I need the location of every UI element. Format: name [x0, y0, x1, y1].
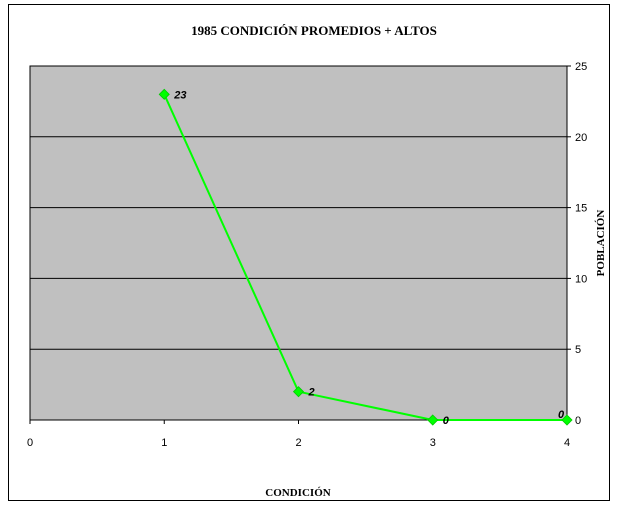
series-line-group	[163, 93, 567, 421]
x-tick-label: 4	[564, 437, 570, 449]
y-tick-label: 5	[575, 344, 581, 356]
data-label: 0	[558, 409, 565, 421]
y-axis-ticks: 0 5 10 15 20 25	[567, 61, 587, 427]
y-tick-label: 20	[575, 132, 587, 144]
data-label: 23	[173, 89, 186, 101]
x-tick-label: 2	[295, 437, 301, 449]
data-marker	[292, 386, 305, 398]
data-label: 2	[308, 387, 315, 399]
series-line	[163, 93, 567, 421]
x-axis-ticks: 0 1 2 3 4	[27, 420, 570, 449]
y-tick-label: 10	[575, 273, 587, 285]
data-labels-group: 23 2 0 0	[173, 89, 565, 427]
data-label: 0	[443, 415, 450, 427]
gridlines	[30, 136, 567, 350]
chart-title: 1985 CONDICIÓN PROMEDIOS + ALTOS	[191, 23, 437, 38]
markers-group	[158, 88, 573, 426]
y-tick-label: 25	[575, 61, 587, 73]
data-marker	[427, 414, 439, 426]
x-axis-title: CONDICIÓN	[265, 487, 330, 499]
x-tick-label: 0	[27, 437, 33, 449]
y-axis-title: POBLACIÓN	[595, 210, 607, 277]
data-marker	[561, 414, 573, 426]
x-tick-label: 1	[161, 437, 167, 449]
x-tick-label: 3	[430, 437, 436, 449]
y-tick-label: 15	[575, 203, 587, 215]
plot-area	[29, 65, 568, 421]
y-tick-label: 0	[575, 415, 581, 427]
data-marker	[158, 88, 170, 100]
